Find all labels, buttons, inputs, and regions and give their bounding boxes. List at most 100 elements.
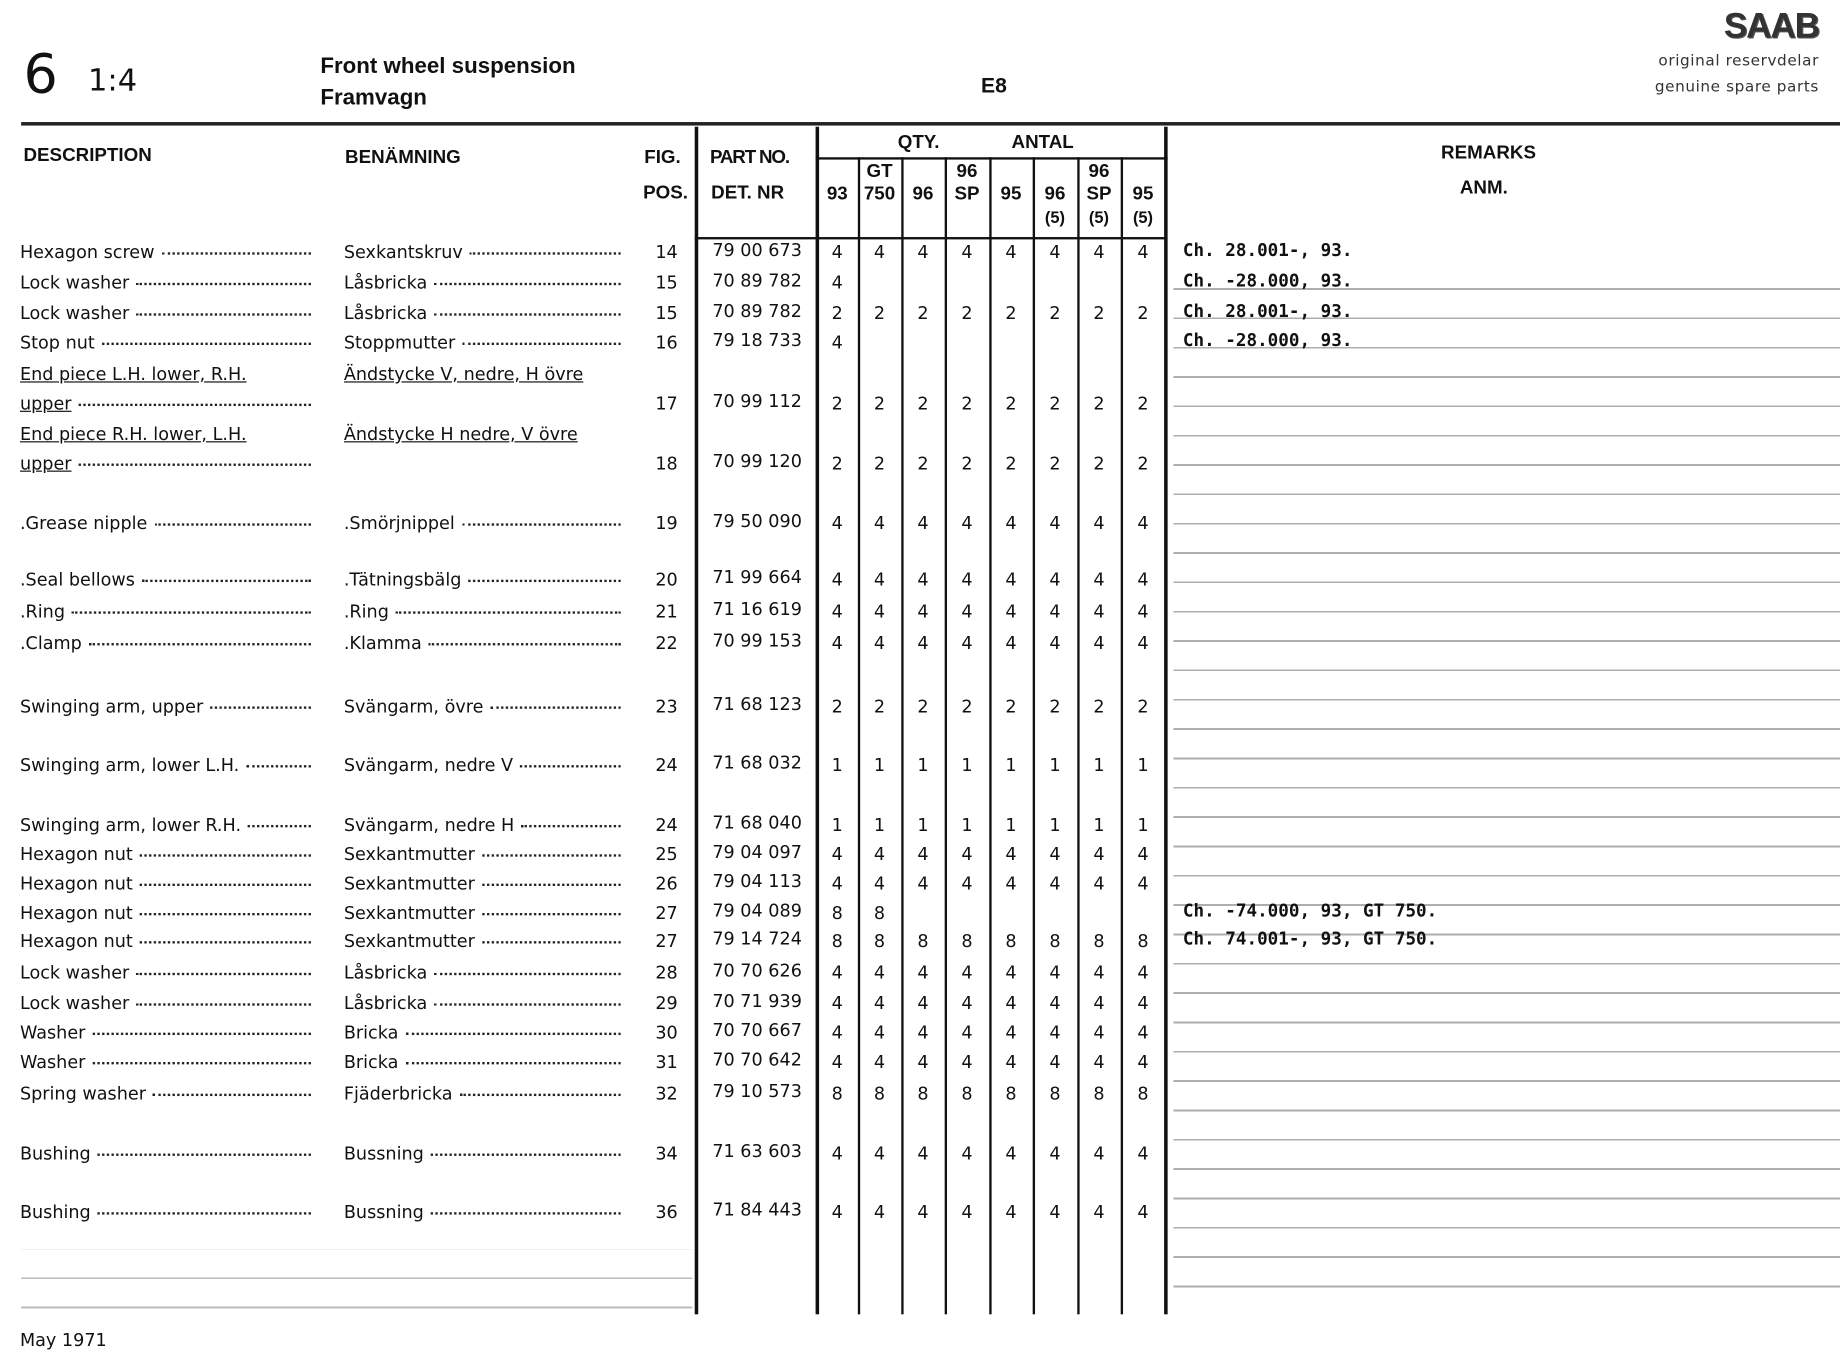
qty-cell: 4 bbox=[961, 241, 973, 263]
dot-leader bbox=[434, 1003, 621, 1006]
description-text: Swinging arm, upper bbox=[19, 695, 204, 718]
dot-leader bbox=[459, 1093, 621, 1097]
qty-cell: 4 bbox=[1005, 1201, 1017, 1223]
benamning-cell: Låsbricka bbox=[344, 962, 621, 983]
fig-pos: 17 bbox=[655, 393, 678, 415]
qty-cell: 4 bbox=[831, 632, 843, 654]
qty-cell: 4 bbox=[961, 512, 973, 534]
part-number: 70 70 667 bbox=[712, 1019, 802, 1041]
qty-cell: 4 bbox=[1049, 632, 1061, 654]
qty-cell: 4 bbox=[917, 512, 929, 534]
table-border-left bbox=[694, 126, 699, 1315]
qty-cell: 2 bbox=[831, 695, 843, 718]
column-antal: ANTAL bbox=[1011, 132, 1074, 153]
part-number: 79 04 113 bbox=[712, 870, 802, 892]
qty-cell: 2 bbox=[873, 695, 886, 718]
benamning-text: Låsbricka bbox=[343, 272, 428, 294]
fig-pos: 26 bbox=[655, 873, 678, 895]
benamning-text: Låsbricka bbox=[343, 962, 428, 984]
dot-leader bbox=[461, 523, 621, 526]
qty-cell: 4 bbox=[917, 843, 929, 865]
qty-cell: 2 bbox=[831, 302, 843, 324]
qty-column-divider bbox=[1032, 157, 1036, 1315]
fig-pos: 21 bbox=[655, 600, 678, 622]
description-cell: Hexagon nut bbox=[20, 902, 311, 924]
benamning-text: Sexkantmutter bbox=[343, 930, 475, 952]
dot-leader bbox=[161, 252, 311, 255]
qty-cell: 4 bbox=[831, 1201, 843, 1223]
qty-cell: 4 bbox=[1093, 600, 1105, 622]
qty-cell: 2 bbox=[873, 393, 886, 415]
benamning-cell bbox=[344, 393, 621, 395]
qty-cell: 1 bbox=[1005, 754, 1017, 776]
qty-cell: 8 bbox=[1093, 1083, 1105, 1105]
part-number: 79 50 090 bbox=[712, 510, 802, 532]
dot-leader bbox=[395, 611, 621, 614]
dot-leader bbox=[139, 854, 311, 857]
benamning-text: Sexkantmutter bbox=[343, 902, 475, 924]
remark: Ch. -28.000, 93. bbox=[1182, 269, 1353, 292]
description-cell: .Clamp bbox=[20, 633, 311, 654]
part-number: 70 99 112 bbox=[712, 390, 802, 412]
model-header-l1: GT bbox=[866, 161, 893, 182]
qty-cell: 4 bbox=[917, 632, 929, 654]
qty-cell: 4 bbox=[1049, 600, 1061, 622]
description-text: upper bbox=[19, 452, 72, 475]
qty-cell: 4 bbox=[831, 569, 843, 591]
qty-cell: 4 bbox=[917, 992, 929, 1014]
qty-cell: 4 bbox=[961, 1201, 973, 1223]
dot-leader bbox=[481, 883, 621, 886]
dot-leader bbox=[481, 912, 621, 916]
qty-cell: 2 bbox=[1093, 695, 1105, 718]
dot-leader bbox=[430, 1212, 621, 1215]
description-text: End piece L.H. lower, R.H. bbox=[19, 363, 247, 385]
qty-cell: 2 bbox=[1005, 695, 1017, 718]
fig-pos: 31 bbox=[655, 1051, 678, 1073]
part-number: 79 00 673 bbox=[712, 239, 802, 261]
qty-cell: 4 bbox=[961, 843, 973, 865]
qty-cell: 4 bbox=[1049, 1022, 1061, 1044]
dot-leader bbox=[97, 1212, 311, 1215]
description-cell: Hexagon nut bbox=[20, 931, 311, 952]
benamning-cell: Svängarm, övre bbox=[344, 696, 621, 717]
description-cell: Spring washer bbox=[20, 1083, 311, 1104]
qty-cell: 2 bbox=[917, 452, 929, 475]
description-cell: Swinging arm, lower L.H. bbox=[20, 755, 311, 776]
qty-cell: 4 bbox=[961, 1051, 973, 1073]
qty-cell: 8 bbox=[831, 930, 843, 952]
dot-leader bbox=[521, 824, 621, 828]
part-number: 70 70 642 bbox=[712, 1049, 802, 1071]
qty-cell: 8 bbox=[961, 1083, 973, 1105]
dot-leader bbox=[136, 972, 311, 976]
qty-cell: 4 bbox=[1049, 1142, 1061, 1165]
fig-pos: 30 bbox=[655, 1022, 678, 1044]
model-header-l3: (5) bbox=[1132, 207, 1154, 227]
qty-cell: 4 bbox=[1137, 1142, 1149, 1165]
qty-column-divider bbox=[1077, 157, 1080, 1315]
model-header-l2: 93 bbox=[826, 184, 848, 205]
fig-pos: 34 bbox=[655, 1142, 678, 1165]
qty-header-divider bbox=[815, 157, 1168, 160]
qty-cell: 1 bbox=[1093, 814, 1105, 836]
footer-date: May 1971 bbox=[19, 1329, 107, 1351]
qty-cell: 2 bbox=[1049, 302, 1061, 324]
benamning-cell: Stoppmutter bbox=[344, 332, 621, 353]
part-number: 71 84 443 bbox=[712, 1199, 802, 1221]
description-cell: upper bbox=[20, 393, 311, 414]
qty-column-divider bbox=[944, 157, 948, 1315]
fig-pos: 20 bbox=[655, 569, 678, 591]
dot-leader bbox=[152, 1093, 311, 1097]
benamning-cell: Sexkantmutter bbox=[344, 844, 621, 865]
qty-cell: 1 bbox=[1005, 814, 1017, 836]
qty-cell: 2 bbox=[1049, 393, 1061, 415]
qty-cell: 4 bbox=[831, 512, 843, 534]
model-header-l3: (5) bbox=[1044, 207, 1066, 227]
benamning-text: Svängarm, övre bbox=[343, 695, 484, 718]
qty-cell: 4 bbox=[1137, 600, 1149, 622]
description-cell: upper bbox=[20, 453, 311, 474]
column-description: DESCRIPTION bbox=[23, 145, 152, 166]
qty-cell: 4 bbox=[961, 992, 973, 1014]
qty-cell: 2 bbox=[1137, 695, 1149, 718]
section-number: 6 bbox=[23, 42, 58, 106]
qty-cell: 2 bbox=[831, 452, 843, 475]
